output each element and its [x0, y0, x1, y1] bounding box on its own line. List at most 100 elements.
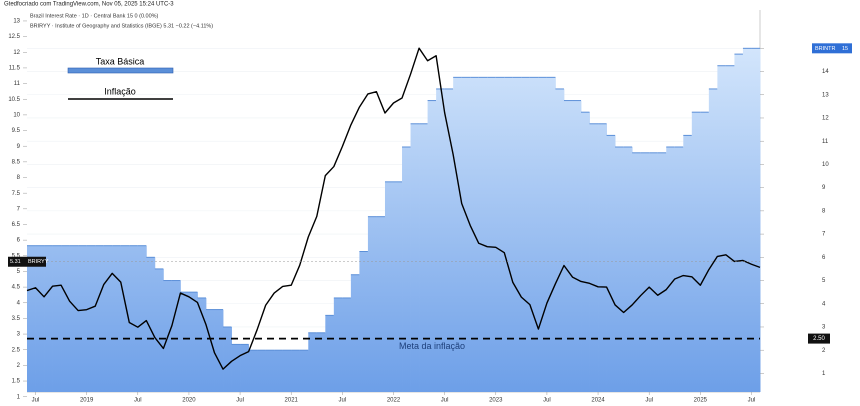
y2-tick-label: 6: [822, 255, 826, 261]
y2-tick-label: 12: [822, 116, 829, 122]
y2-tick-label: 14: [822, 69, 829, 75]
x-tick-label: 2024: [591, 398, 605, 404]
legend-label: Taxa Básica: [96, 56, 145, 66]
y2-tick-label: 10: [822, 162, 829, 168]
y-tick-label: 1: [17, 394, 21, 400]
x-tick-label: 2023: [489, 398, 503, 404]
y-tick-label: 12.5: [8, 34, 20, 40]
area-step: [546, 77, 556, 392]
area-step: [657, 152, 667, 392]
area-step: [78, 245, 88, 392]
x-tick-label: 2021: [285, 398, 299, 404]
last-tag: [8, 256, 46, 267]
area-step: [666, 147, 676, 392]
area-step: [359, 251, 369, 392]
area-step: [606, 135, 616, 392]
x-tick-label: Jul: [748, 398, 756, 404]
legend-label: Inflação: [104, 86, 136, 96]
area-step: [598, 123, 607, 392]
last-tag-value: 5.31: [10, 259, 21, 265]
area-step: [86, 245, 96, 392]
header: Gtedfocriado com TradingView.com, Nov 05…: [4, 2, 174, 8]
area-step: [734, 54, 744, 392]
y2-tick-label: 8: [822, 208, 826, 214]
y-tick-label: 2.5: [12, 347, 21, 353]
y-tick-label: 2: [17, 363, 21, 369]
x-tick-label: 2020: [182, 398, 196, 404]
area-step: [708, 88, 718, 392]
plot: [26, 47, 761, 393]
area-step: [529, 77, 539, 392]
area-step: [44, 245, 53, 392]
x-tick-label: 2019: [80, 398, 94, 404]
area-step: [742, 48, 752, 393]
legend-line: BRIRYY · Institute of Geography and Stat…: [30, 23, 213, 29]
y-tick-label: 4: [17, 300, 21, 306]
area-step: [538, 77, 548, 392]
target-tag-label: 2.50: [813, 336, 825, 342]
legend-swatch: [67, 67, 174, 74]
area-step: [154, 268, 164, 392]
last-tag-value: 15: [842, 46, 848, 52]
area-step: [188, 292, 198, 392]
area-step: [367, 216, 377, 392]
y-tick-label: 8.5: [12, 159, 21, 165]
area-step: [316, 332, 326, 392]
area-step: [563, 100, 573, 393]
area-step: [555, 88, 565, 392]
area-step: [572, 100, 582, 393]
area-step: [291, 350, 301, 392]
y-tick-label: 3: [17, 332, 21, 338]
x-tick-label: 2025: [694, 398, 708, 404]
area-step: [240, 344, 250, 392]
y-tick-label: 9.5: [12, 128, 21, 134]
area-step: [27, 245, 36, 392]
x-tick-label: Jul: [543, 398, 551, 404]
area-step: [214, 309, 224, 392]
area-step: [521, 77, 531, 392]
area-step: [52, 245, 62, 392]
area-step: [589, 123, 599, 392]
area-step: [436, 88, 446, 392]
x-tick-label: Jul: [441, 398, 449, 404]
y2-tick-label: 2: [822, 348, 826, 354]
area-step: [495, 77, 505, 392]
area-step: [257, 350, 267, 392]
area-step: [342, 297, 352, 392]
y-tick-label: 6.5: [12, 222, 21, 228]
area-step: [265, 350, 275, 392]
x-tick-label: Jul: [32, 398, 40, 404]
area-step: [402, 147, 411, 392]
area-step: [725, 65, 735, 393]
area-step: [478, 77, 488, 392]
area-step: [504, 77, 514, 392]
y2-tick-label: 1: [822, 371, 826, 377]
area-step: [171, 280, 181, 392]
y-tick-label: 11: [14, 81, 21, 87]
legend-line: Brazil Interest Rate · 1D · Central Bank…: [30, 13, 159, 19]
line: [26, 47, 761, 370]
y-tick-label: 7: [17, 206, 21, 212]
area-step: [325, 315, 335, 392]
area-step: [95, 245, 105, 392]
area-step: [61, 245, 71, 392]
y2-tick-label: 13: [822, 92, 829, 98]
y2-tick-label: 11: [822, 139, 829, 145]
area-step: [512, 77, 522, 392]
area-step: [350, 274, 360, 392]
area-step: [649, 152, 659, 392]
area-step: [393, 181, 403, 392]
y-tick-label: 1.5: [12, 379, 21, 385]
area-step: [112, 245, 122, 392]
x-tick-label: Jul: [339, 398, 347, 404]
area-step: [444, 88, 454, 392]
area-step: [461, 77, 471, 392]
area-step: [640, 152, 650, 392]
area-step: [384, 181, 394, 392]
y2-tick-label: 3: [822, 325, 826, 331]
x-tick-label: 2022: [387, 398, 401, 404]
area-step: [376, 216, 386, 392]
y-tick-label: 5.5: [12, 253, 21, 259]
last-tag-name: BRINTR: [815, 46, 836, 52]
